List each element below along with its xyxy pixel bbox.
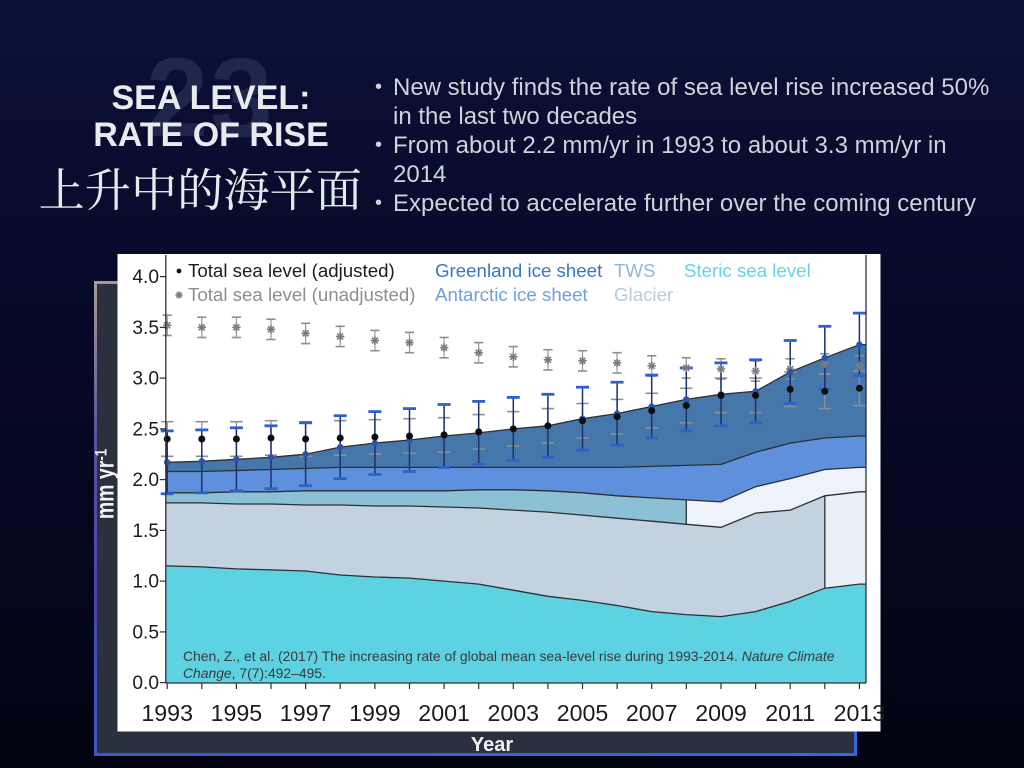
svg-text:2001: 2001 [418,700,470,726]
svg-text:3.0: 3.0 [132,369,159,390]
svg-text:TWS: TWS [614,260,656,281]
svg-text:2.5: 2.5 [132,419,159,440]
svg-text:Greenland ice sheet: Greenland ice sheet [435,260,603,281]
svg-text:1993: 1993 [141,700,193,726]
svg-text:1.5: 1.5 [132,521,159,542]
svg-text:0.5: 0.5 [132,622,159,643]
svg-text:Change, 7(7):492–495.: Change, 7(7):492–495. [183,665,326,681]
svg-text:2003: 2003 [488,700,540,726]
svg-text:2013: 2013 [834,700,886,726]
svg-text:Total sea level (unadjusted): Total sea level (unadjusted) [188,284,416,305]
svg-text:Glacier: Glacier [614,284,673,305]
svg-text:2007: 2007 [626,700,678,726]
svg-text:2011: 2011 [765,700,815,726]
svg-text:1997: 1997 [280,700,332,726]
svg-text:4.0: 4.0 [132,267,159,288]
svg-text:2.0: 2.0 [132,470,159,491]
svg-text:Total sea level (adjusted): Total sea level (adjusted) [188,260,395,281]
svg-text:Antarctic ice sheet: Antarctic ice sheet [435,284,588,305]
svg-text:2009: 2009 [695,700,747,726]
svg-text:2005: 2005 [557,700,609,726]
svg-text:3.5: 3.5 [132,318,159,339]
svg-text:0.0: 0.0 [132,673,159,694]
svg-text:Chen, Z., et al. (2017) The in: Chen, Z., et al. (2017) The increasing r… [183,648,835,664]
svg-text:1999: 1999 [349,700,401,726]
svg-text:Steric sea level: Steric sea level [684,260,811,281]
svg-text:1.0: 1.0 [132,572,159,593]
svg-text:1995: 1995 [211,700,263,726]
